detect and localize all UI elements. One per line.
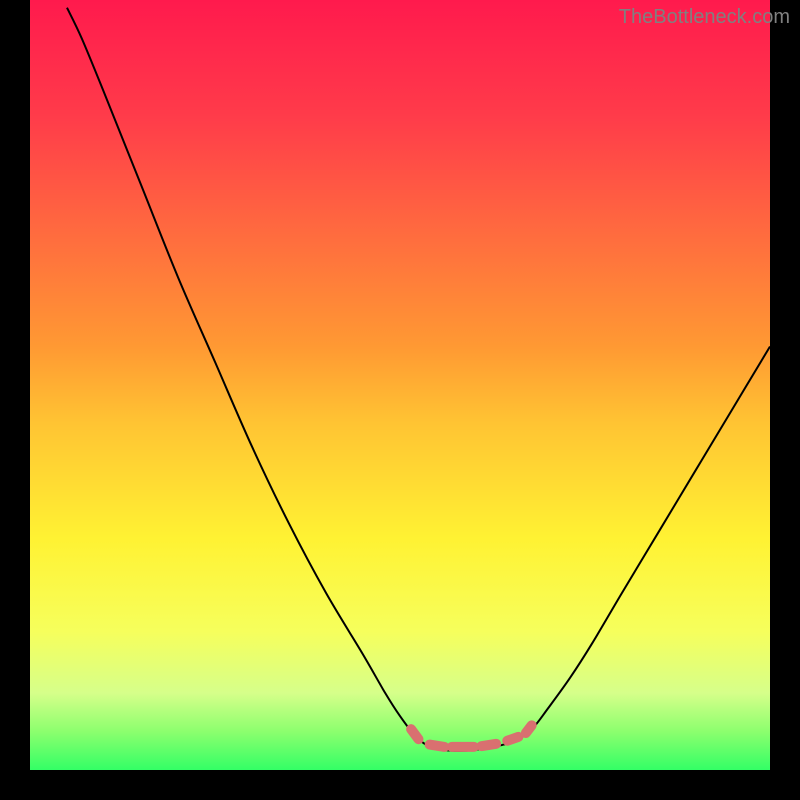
emphasis-marker xyxy=(526,725,532,733)
plot-area xyxy=(30,0,770,770)
chart-container: TheBottleneck.com xyxy=(0,0,800,800)
bottleneck-chart xyxy=(0,0,800,800)
emphasis-marker xyxy=(481,744,496,746)
emphasis-marker xyxy=(507,737,518,741)
watermark-text: TheBottleneck.com xyxy=(619,6,790,29)
emphasis-marker xyxy=(430,745,445,747)
emphasis-marker xyxy=(411,729,418,739)
